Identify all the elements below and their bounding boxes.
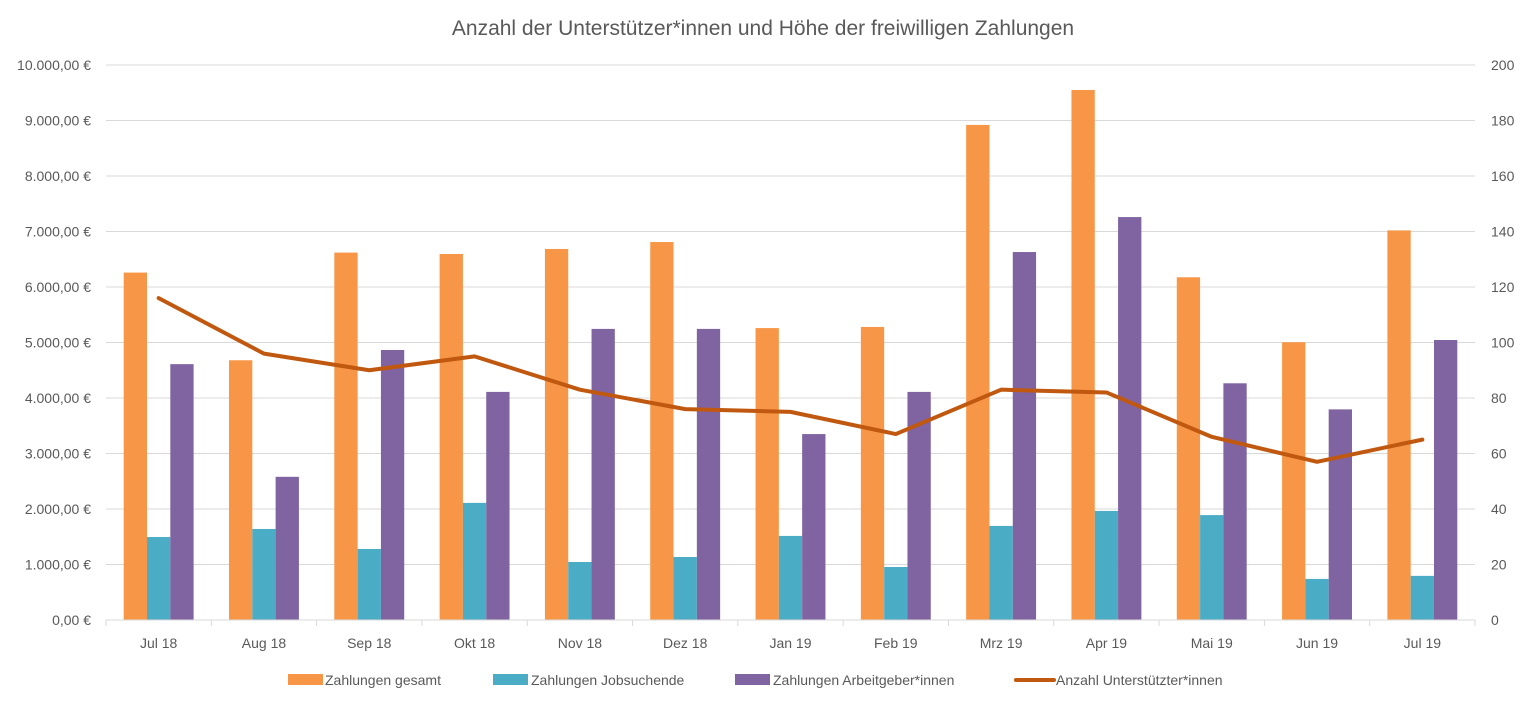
y-tick-label: 5.000,00 € [25,335,91,351]
legend-label: Zahlungen gesamt [325,672,441,688]
bar-zahlungen-gesamt [439,253,463,621]
bar-zahlungen-jobsuchende [1410,575,1434,620]
bar-zahlungen-gesamt [1071,89,1095,621]
bar-zahlungen-gesamt [229,360,253,620]
bar-zahlungen-jobsuchende [673,557,697,620]
bar-zahlungen-arbeitgeber-innen [696,328,721,620]
bar-zahlungen-jobsuchende [884,566,908,620]
line-series [156,296,1425,464]
y-tick-label: 8.000,00 € [25,168,91,184]
x-tick-label: Apr 19 [1086,635,1127,651]
y-tick-label: 7.000,00 € [25,224,91,240]
bar-zahlungen-gesamt [123,272,148,620]
x-tick-label: Jul 18 [140,635,178,651]
legend-label: Anzahl Unterstützter*innen [1056,672,1223,688]
y2-tick-label: 40 [1491,501,1507,517]
y-tick-label: 10.000,00 € [17,57,91,73]
x-tick-label: Aug 18 [242,635,287,651]
legend-swatch [288,674,323,685]
legend-swatch [493,674,528,685]
bar-zahlungen-jobsuchende [1200,515,1224,620]
bar-zahlungen-arbeitgeber-innen [1012,252,1037,620]
y-tick-label: 3.000,00 € [25,446,91,462]
legend-label: Zahlungen Arbeitgeber*innen [773,672,954,688]
bar-zahlungen-gesamt [650,242,674,621]
bar-zahlungen-arbeitgeber-innen [1433,340,1458,620]
bar-zahlungen-arbeitgeber-innen [486,391,510,620]
x-tick-label: Jan 19 [769,635,811,651]
bar-zahlungen-arbeitgeber-innen [170,364,194,620]
gridlines [106,64,1475,565]
x-tick-label: Jun 19 [1296,635,1338,651]
y2-tick-label: 180 [1491,113,1515,129]
y-axis-left: 0,00 € 1.000,00 € 2.000,00 € 3.000,00 € 4.00… [17,57,91,628]
y2-tick-label: 80 [1491,390,1507,406]
bar-zahlungen-jobsuchende [357,548,381,620]
x-tick-label: Mai 19 [1191,635,1233,651]
bar-zahlungen-arbeitgeber-innen [907,391,931,620]
bar-zahlungen-gesamt [755,328,779,620]
y2-tick-label: 0 [1491,612,1499,628]
chart-title: Anzahl der Unterstützer*innen und Höhe d… [452,17,1074,40]
bar-zahlungen-arbeitgeber-innen [591,328,615,620]
x-tick-label: Jul 19 [1404,635,1442,651]
y2-tick-label: 60 [1491,446,1507,462]
bar-zahlungen-arbeitgeber-innen [380,349,405,620]
legend: Zahlungen gesamt Zahlungen Jobsuchende Zah… [288,672,1223,688]
y-tick-label: 0,00 € [52,612,91,628]
bar-zahlungen-arbeitgeber-innen [275,476,299,620]
bar-zahlungen-jobsuchende [1305,578,1329,620]
bar-zahlungen-gesamt [544,248,569,621]
x-axis: Jul 18 Aug 18 Sep 18 Okt 18 Nov 18 Dez 18 Jan … [105,619,1476,651]
bar-zahlungen-gesamt [860,326,885,620]
y-tick-label: 4.000,00 € [25,390,91,406]
bar-zahlungen-arbeitgeber-innen [1328,409,1352,620]
bar-zahlungen-arbeitgeber-innen [1223,383,1247,620]
y-axis-right: 0 20 40 60 80 100 120 140 160 180 200 [1491,57,1515,628]
bar-zahlungen-gesamt [334,252,358,620]
legend-swatch [735,674,770,685]
bar-zahlungen-jobsuchende [989,525,1013,620]
x-tick-label: Nov 18 [558,635,603,651]
y2-tick-label: 140 [1491,224,1515,240]
x-tick-label: Sep 18 [347,635,392,651]
bar-zahlungen-jobsuchende [252,528,276,620]
y2-tick-label: 120 [1491,279,1515,295]
y2-tick-label: 200 [1491,57,1515,73]
y2-tick-label: 100 [1491,335,1515,351]
bar-zahlungen-gesamt [1387,230,1411,620]
x-tick-label: Dez 18 [663,635,708,651]
bar-zahlungen-arbeitgeber-innen [802,434,826,620]
y-tick-label: 9.000,00 € [25,113,91,129]
y-tick-label: 1.000,00 € [25,557,91,573]
bar-zahlungen-jobsuchende [462,502,487,620]
bar-zahlungen-gesamt [1176,277,1201,620]
bar-zahlungen-jobsuchende [568,562,592,620]
legend-label: Zahlungen Jobsuchende [531,672,685,688]
x-tick-label: Mrz 19 [980,635,1023,651]
bar-zahlungen-jobsuchende [1094,510,1119,620]
bar-zahlungen-gesamt [1282,342,1306,620]
bar-zahlungen-gesamt [966,124,990,620]
y2-tick-label: 160 [1491,168,1515,184]
y2-tick-label: 20 [1491,557,1507,573]
y-tick-label: 2.000,00 € [25,501,91,517]
y-tick-label: 6.000,00 € [25,279,91,295]
bar-zahlungen-jobsuchende [147,537,171,620]
bar-zahlungen-arbeitgeber-innen [1118,217,1142,620]
x-tick-label: Okt 18 [454,635,495,651]
x-tick-label: Feb 19 [874,635,918,651]
bar-zahlungen-jobsuchende [778,535,803,620]
bar-series [123,89,1458,621]
